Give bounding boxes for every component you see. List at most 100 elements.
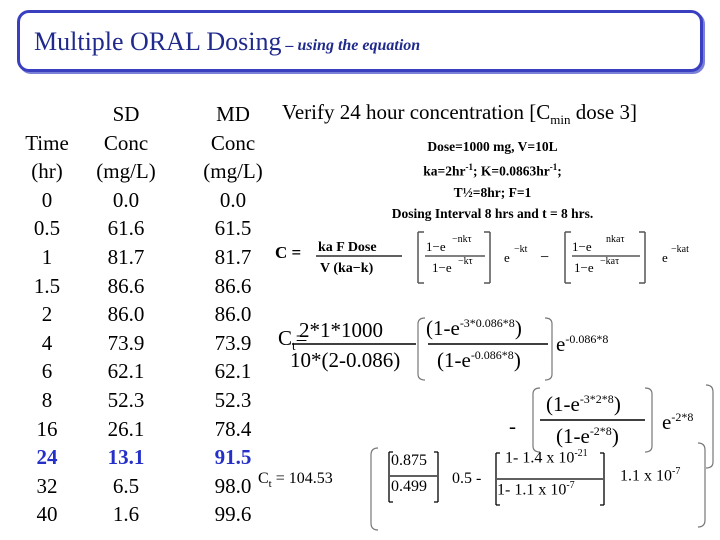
time-cell: 1.5	[33, 273, 61, 298]
sd-cell: 73.9	[107, 330, 145, 355]
eq-term2-num: (1-e-3*2*8)	[546, 392, 621, 416]
time-cell: 1	[41, 244, 53, 269]
param-k-exp: -1	[549, 162, 558, 172]
eq-ct-label: Ct=	[278, 326, 308, 354]
param-halflife: T½=8hr; F=1	[453, 184, 532, 200]
res-outer-right-bracket	[697, 442, 706, 528]
eq-outer-right-bracket	[705, 384, 714, 469]
result-tail: 1.1 x 10-7	[620, 466, 681, 485]
sd-header-2: (mg/L)	[96, 159, 156, 184]
eq-numerator: 2*1*1000	[299, 318, 383, 342]
formula-num2: 1−e	[572, 239, 592, 254]
eq2-left-bracket	[532, 387, 541, 453]
sd-cell: 61.6	[107, 216, 145, 241]
md-cell: 78.4	[214, 416, 252, 441]
formula-den2-exp: −kaτ	[600, 256, 619, 267]
title-banner: Multiple ORAL Dosing – using the equatio…	[17, 10, 703, 72]
md-cell: 81.7	[214, 244, 252, 269]
time-cell: 8	[41, 387, 53, 412]
eq-exp1: e-0.086*8	[556, 332, 609, 356]
sd-cell: 86.6	[107, 273, 145, 298]
formula-den1: 1−e	[432, 260, 452, 275]
sd-cell: 52.3	[107, 387, 145, 412]
md-cell: 98.0	[214, 473, 252, 498]
time-cell: 40	[36, 502, 58, 527]
formula-num1-exp: −nkτ	[452, 234, 472, 245]
md-cell: 86.0	[214, 302, 252, 327]
formula-minus: −	[540, 249, 549, 266]
time-cell: 0	[41, 187, 53, 212]
time-header-1: Time	[25, 130, 69, 155]
md-cell: 0.0	[219, 187, 247, 212]
result-frac2-num: 1- 1.4 x 10-21	[505, 448, 588, 467]
time-cell: 6	[41, 359, 53, 384]
eq2-right-bracket	[644, 387, 653, 453]
sd-cell: 81.7	[107, 244, 145, 269]
time-cell: 16	[36, 416, 58, 441]
sd-cell: 1.6	[112, 502, 140, 527]
result-ct: Ct = 104.53	[258, 470, 333, 491]
md-cell: 99.6	[214, 502, 252, 527]
time-cell: 2	[41, 302, 53, 327]
sd-cell: 26.1	[107, 416, 145, 441]
param-interval: Dosing Interval 8 hrs and t = 8 hrs.	[391, 205, 594, 221]
eq-exp2: e-2*8	[662, 410, 694, 434]
verify-heading: Verify 24 hour concentration [Cmin dose …	[282, 100, 637, 128]
param-ka: ka=2hr	[423, 163, 466, 179]
sd-header-0: SD	[112, 102, 140, 126]
md-cell: 62.1	[214, 359, 252, 384]
sd-cell: 13.1	[107, 445, 145, 470]
title-subtitle: – using the equation	[281, 37, 421, 54]
md-cell: 52.3	[214, 387, 252, 412]
time-cell: 4	[41, 330, 53, 355]
sd-cell: 0.0	[112, 187, 140, 212]
verify-text: Verify 24 hour concentration [C	[282, 100, 551, 124]
result-frac1-num: 0.875	[391, 452, 427, 469]
time-column: Time (hr) 0 0.5 1 1.5 2 4 6 8 16 24 32 40	[14, 100, 80, 529]
md-header-1: Conc	[210, 130, 256, 155]
md-cell: 73.9	[214, 330, 252, 355]
md-cell: 61.5	[214, 216, 252, 241]
time-header-2: (hr)	[31, 159, 63, 184]
eq1-right-bracket	[544, 317, 553, 381]
title-main: Multiple ORAL Dosing	[34, 27, 282, 56]
formula-e1-exp: −kt	[514, 244, 528, 255]
md-cell: 91.5	[214, 445, 252, 470]
param-rates: ka=2hr-1; K=0.0863hr-1;	[350, 157, 635, 182]
formula-den2: 1−e	[574, 260, 594, 275]
eq-term1-den: (1-e-0.086*8)	[437, 348, 521, 372]
param-sep: ;	[557, 163, 562, 179]
verify-tail: dose 3]	[570, 100, 637, 124]
formula-den1-exp: −kτ	[458, 256, 473, 267]
eq1-left-bracket	[417, 317, 426, 381]
param-k: ; K=0.0863hr	[473, 163, 550, 179]
time-cell: 24	[36, 445, 58, 470]
md-header-2: (mg/L)	[203, 159, 263, 184]
parameters-block: Dose=1000 mg, V=10L ka=2hr-1; K=0.0863hr…	[350, 136, 635, 224]
result-frac2-den: 1- 1.1 x 10-7	[497, 480, 575, 499]
md-conc-column: MD Conc (mg/L) 0.0 61.5 81.7 86.6 86.0 73.9 62.1 5…	[190, 100, 276, 529]
eq-term2-den: (1-e-2*8)	[556, 424, 619, 448]
res-outer-left-bracket	[370, 447, 379, 531]
result-frac1-den: 0.499	[391, 478, 427, 495]
sd-header-1: Conc	[103, 130, 149, 155]
verify-sub: min	[550, 112, 571, 128]
sd-cell: 62.1	[107, 359, 145, 384]
result-mid: 0.5 -	[452, 470, 482, 487]
sd-cell: 6.5	[112, 473, 140, 498]
sd-cell: 86.0	[107, 302, 145, 327]
page-title: Multiple ORAL Dosing – using the equatio…	[34, 27, 420, 57]
param-ka-exp: -1	[465, 162, 474, 172]
formula-num2-exp: nkaτ	[606, 234, 624, 245]
md-header-0: MD	[216, 102, 250, 126]
formula-c: C =	[275, 243, 301, 262]
formula-num1: 1−e	[426, 239, 446, 254]
eq-denominator: 10*(2-0.086)	[290, 348, 401, 372]
time-cell: 32	[36, 473, 58, 498]
eq-term1-num: (1-e-3*0.086*8)	[426, 316, 522, 340]
param-dose: Dose=1000 mg, V=10L	[427, 139, 558, 154]
md-cell: 86.6	[214, 273, 252, 298]
eq-minus: -	[509, 414, 516, 438]
time-cell: 0.5	[33, 216, 61, 241]
